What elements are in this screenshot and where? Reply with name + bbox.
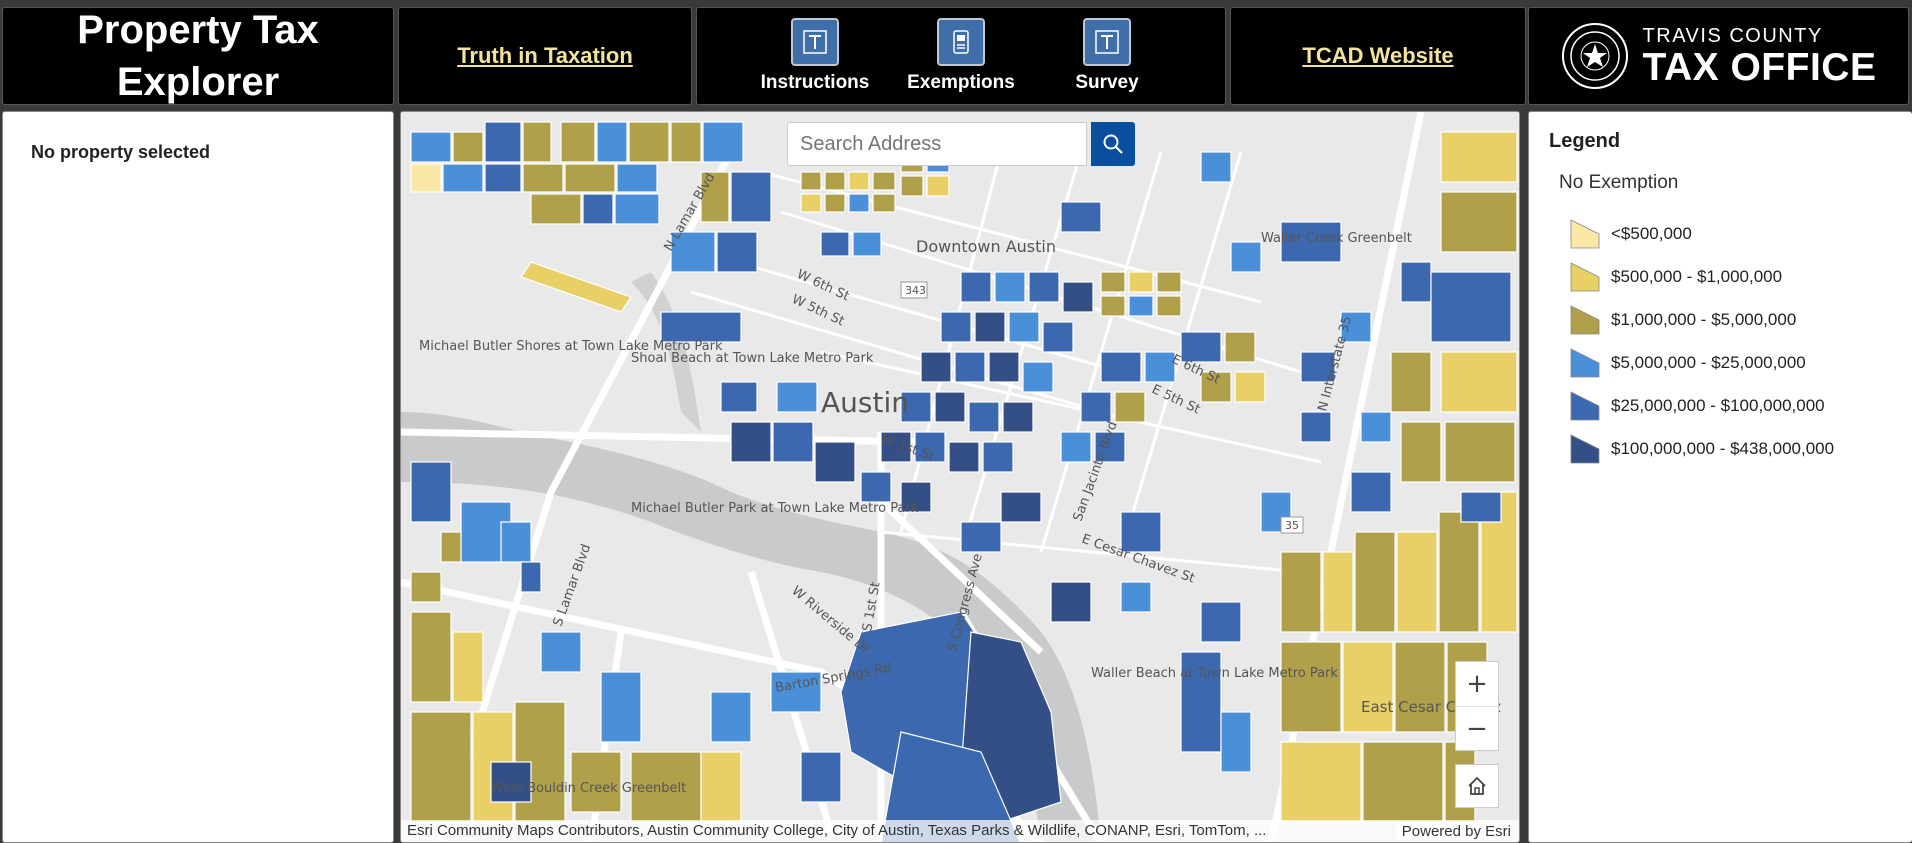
map-label-park5: West Bouldin Creek Greenbelt	[491, 781, 686, 796]
search-button[interactable]	[1091, 122, 1135, 166]
map-label-park3: Michael Butler Park at Town Lake Metro P…	[631, 501, 919, 516]
legend-swatch	[1569, 347, 1601, 379]
legend-item: $1,000,000 - $5,000,000	[1569, 298, 1834, 341]
map-label-park1: Michael Butler Shores at Town Lake Metro…	[419, 339, 723, 354]
legend-label: $25,000,000 - $100,000,000	[1611, 395, 1825, 415]
zoom-controls: + −	[1455, 661, 1499, 751]
survey-label: Survey	[1075, 72, 1139, 93]
legend-swatch	[1569, 390, 1601, 422]
map-label-park6: Waller Creek Greenbelt	[1261, 231, 1412, 246]
no-property-message: No property selected	[31, 142, 211, 162]
hwy-shield-343	[900, 281, 928, 299]
exemptions-button[interactable]	[937, 18, 985, 66]
tcad-website-link[interactable]: TCAD Website	[1302, 43, 1454, 68]
zoom-out-button[interactable]: −	[1456, 706, 1498, 750]
legend-group-title: No Exemption	[1559, 172, 1679, 193]
map-view[interactable]: Austin Downtown Austin W 6th St W 5th St…	[400, 111, 1520, 843]
legend-swatch	[1569, 218, 1601, 250]
exemptions-label: Exemptions	[907, 72, 1015, 93]
survey-button[interactable]	[1083, 18, 1131, 66]
parcels	[410, 121, 1518, 842]
hwy-label-35: 35	[1285, 519, 1299, 532]
logo-top-text: TRAVIS COUNTY	[1642, 24, 1823, 47]
map-label-park4: Waller Beach at Town Lake Metro Park	[1091, 666, 1338, 681]
instructions-label: Instructions	[760, 72, 870, 93]
legend-label: $1,000,000 - $5,000,000	[1611, 309, 1797, 329]
search-icon	[1103, 134, 1123, 154]
zoom-in-button[interactable]: +	[1466, 669, 1488, 699]
powered-by-esri[interactable]: Powered by Esri	[1395, 823, 1511, 840]
document-icon	[953, 30, 969, 54]
legend-label: $5,000,000 - $25,000,000	[1611, 352, 1806, 372]
hwy-shield-35	[1280, 516, 1304, 534]
truth-in-taxation-link[interactable]: Truth in Taxation	[457, 43, 633, 68]
legend-item: $25,000,000 - $100,000,000	[1569, 384, 1834, 427]
search-address-input[interactable]	[787, 122, 1087, 166]
app-title-box: Property Tax Explorer	[2, 7, 394, 105]
tcad-link-box: TCAD Website	[1230, 7, 1526, 105]
tax-office-logo: TRAVIS COUNTY TAX OFFICE	[1528, 7, 1909, 105]
survey-tool[interactable]: Survey	[1034, 18, 1180, 94]
map-label-city: Austin	[821, 386, 909, 419]
hwy-label-343: 343	[905, 284, 926, 297]
map-label-park2: Shoal Beach at Town Lake Metro Park	[631, 351, 874, 366]
river-upper	[631, 272, 701, 432]
legend-item: $100,000,000 - $438,000,000	[1569, 427, 1834, 470]
home-icon	[1468, 776, 1486, 795]
legend-title: Legend	[1549, 130, 1621, 152]
county-seal-icon	[1561, 23, 1628, 89]
legend-item: $500,000 - $1,000,000	[1569, 255, 1834, 298]
property-details-panel: No property selected	[2, 111, 394, 843]
legend-swatch	[1569, 304, 1601, 336]
instructions-tool[interactable]: Instructions	[742, 18, 888, 94]
truth-link-box: Truth in Taxation	[398, 7, 692, 105]
app-title: Property Tax Explorer	[77, 8, 319, 104]
exemptions-tool[interactable]: Exemptions	[888, 18, 1034, 94]
legend-label: <$500,000	[1611, 223, 1692, 243]
text-icon	[803, 30, 827, 54]
logo-bottom-text: TAX OFFICE	[1642, 45, 1877, 89]
instructions-button[interactable]	[791, 18, 839, 66]
legend-label: $500,000 - $1,000,000	[1611, 266, 1783, 286]
top-strip	[0, 0, 1912, 6]
legend-panel: Legend No Exemption <$500,000 $500,000 - …	[1528, 111, 1912, 843]
legend-items: <$500,000 $500,000 - $1,000,000 $1,000,000…	[1569, 212, 1834, 470]
legend-swatch	[1569, 433, 1601, 465]
tool-bar: Instructions Exemptions Survey	[696, 7, 1226, 105]
text-icon	[1095, 30, 1119, 54]
legend-swatch	[1569, 261, 1601, 293]
home-button[interactable]	[1455, 764, 1499, 808]
map-label-downtown: Downtown Austin	[916, 237, 1056, 256]
map-attribution: Esri Community Maps Contributors, Austin…	[401, 820, 1519, 842]
map-canvas[interactable]: Austin Downtown Austin W 6th St W 5th St…	[401, 112, 1520, 843]
legend-item: $5,000,000 - $25,000,000	[1569, 341, 1834, 384]
legend-item: <$500,000	[1569, 212, 1834, 255]
legend-label: $100,000,000 - $438,000,000	[1611, 438, 1835, 458]
